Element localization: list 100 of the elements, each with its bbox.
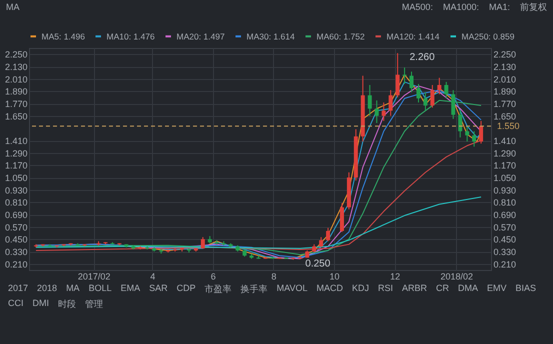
y-tick-label: 2.250	[4, 50, 28, 60]
text: 前复权	[520, 0, 547, 14]
y2-tick-label: 0.330	[494, 247, 516, 257]
text: SAR	[149, 283, 168, 295]
y2-tick-label: 1.890	[494, 86, 516, 97]
text: MA1000:	[442, 2, 479, 12]
candlestick	[444, 81, 448, 99]
text: 管理	[85, 298, 103, 311]
y-tick-label: 1.650	[4, 111, 28, 122]
legend-label: MA120: 1.414	[386, 31, 440, 42]
line-series	[35, 196, 482, 249]
x-tick-label: 4	[150, 272, 156, 282]
candlestick	[458, 110, 462, 138]
candlestick	[340, 202, 344, 232]
legend-label: MA30: 1.614	[246, 31, 295, 42]
candlestick	[200, 236, 205, 249]
candlestick	[410, 71, 414, 93]
y-tick-label: 1.290	[4, 148, 28, 158]
text: BIAS	[516, 283, 536, 295]
text: DMI	[32, 298, 49, 310]
text: MAVOL	[276, 283, 308, 295]
text: 2017	[8, 283, 28, 295]
y-tick-label: 0.450	[4, 234, 28, 245]
y-tick-label: 2.130	[4, 62, 28, 72]
annotation: 2.260	[410, 52, 436, 64]
y-tick-label: 0.930	[4, 185, 28, 196]
y2-tick-label: 0.690	[494, 210, 516, 220]
y2-tick-label: 1.410	[494, 136, 516, 146]
legend-label: MA60: 1.752	[316, 31, 365, 42]
y-tick-label: 1.890	[4, 86, 28, 97]
candlestick	[472, 130, 476, 148]
y2-tick-label: 0.930	[494, 185, 516, 196]
candlestick	[374, 100, 379, 124]
candlestick	[416, 83, 420, 103]
text: MA1:	[488, 2, 510, 12]
y2-tick-label: 1.290	[494, 148, 516, 158]
candlestick	[437, 77, 442, 95]
candlestick	[326, 227, 330, 242]
x-tick-label: 2018/02	[440, 272, 473, 282]
legend-label: MA5: 1.496	[42, 31, 86, 42]
text: RSI	[378, 283, 393, 295]
text: 市盈率	[204, 283, 232, 296]
x-tick-label: 6	[210, 272, 216, 282]
text: CCI	[8, 298, 24, 310]
annotation: 0.250	[305, 258, 331, 270]
y-tick-label: 0.570	[4, 222, 28, 232]
candlestick	[319, 236, 324, 248]
text: DMA	[458, 283, 478, 295]
text: 时段	[58, 298, 76, 311]
y2-tick-label: 0.810	[494, 198, 516, 208]
y-tick-label: 0.810	[4, 198, 28, 208]
legend-label: MA20: 1.497	[176, 31, 225, 42]
y-tick-label: 2.010	[4, 74, 28, 84]
y-tick-label: 1.170	[4, 160, 28, 171]
text: CDP	[176, 283, 196, 295]
legend-label: MA10: 1.476	[106, 31, 155, 42]
text: BOLL	[88, 283, 112, 295]
x-tick-label: 12	[390, 272, 400, 282]
candlestick	[396, 52, 400, 98]
y2-tick-label: 1.170	[494, 160, 516, 171]
y2-tick-label: 2.130	[494, 62, 516, 72]
y2-tick-label: 2.010	[494, 74, 516, 84]
text: MA	[66, 283, 80, 295]
candlestick	[388, 90, 393, 116]
text: 换手率	[240, 283, 268, 296]
y2-tick-label: 1.770	[494, 99, 516, 109]
text: EMA	[120, 283, 140, 295]
ref-line-label: 1.550	[497, 121, 520, 132]
x-tick-label: 10	[330, 272, 340, 282]
x-tick-label: 2017/02	[78, 272, 110, 282]
y-tick-label: 1.050	[4, 173, 28, 183]
text: MACD	[316, 283, 343, 295]
y-tick-label: 1.770	[4, 99, 28, 109]
y-tick-label: 0.690	[4, 210, 28, 220]
y-tick-label: 1.410	[4, 136, 28, 146]
x-tick-label: 8	[271, 272, 276, 282]
text: EMV	[487, 283, 507, 295]
candlestick	[479, 120, 484, 144]
y-tick-label: 0.330	[4, 247, 28, 257]
text: KDJ	[352, 283, 369, 295]
candlestick	[430, 84, 434, 108]
candlestick	[423, 92, 428, 112]
candlestick	[465, 126, 470, 142]
text: MA500:	[402, 2, 433, 12]
candlestick	[451, 90, 456, 120]
y2-tick-label: 0.450	[494, 234, 516, 245]
text: MA	[6, 2, 20, 12]
y2-tick-label: 1.050	[494, 173, 516, 183]
candlestick	[368, 84, 372, 116]
candlestick	[402, 67, 407, 84]
text: ARBR	[402, 283, 428, 295]
candlestick	[382, 102, 386, 122]
y2-tick-label: 2.250	[494, 50, 516, 60]
text: 2018	[37, 283, 58, 295]
y2-tick-label: 1.650	[494, 111, 516, 122]
y2-tick-label: 0.570	[494, 222, 516, 232]
text: CR	[436, 283, 450, 295]
y-tick-label: 0.210	[4, 259, 28, 270]
legend-label: MA250: 0.859	[462, 31, 515, 42]
y2-tick-label: 0.210	[494, 259, 516, 270]
